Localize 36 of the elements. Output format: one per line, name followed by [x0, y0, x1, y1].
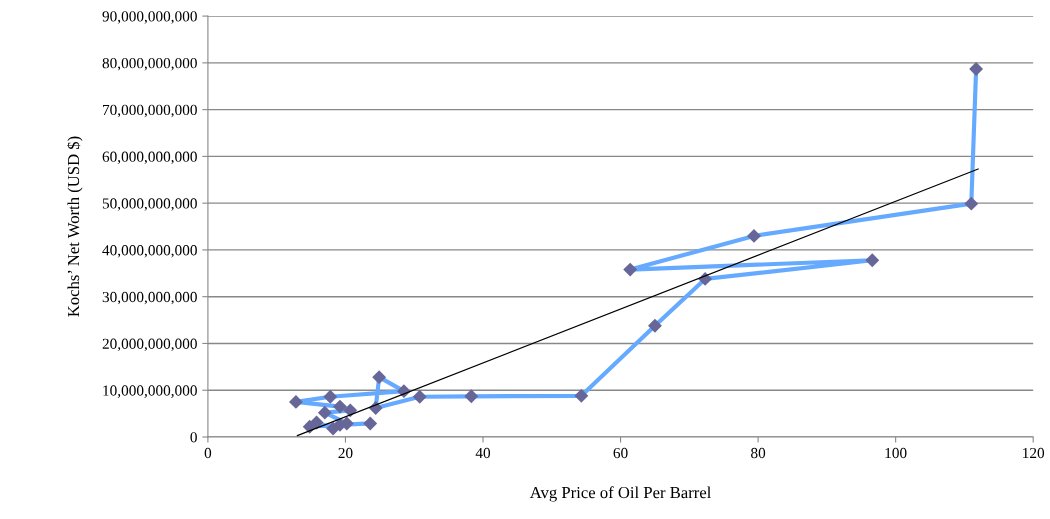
x-tick-label: 60: [613, 447, 628, 459]
x-axis-title: Avg Price of Oil Per Barrel: [529, 486, 712, 502]
point: [326, 421, 341, 436]
point: [464, 389, 479, 404]
y-tick-label: 30,000,000,000: [102, 291, 197, 305]
x-tick-label: 80: [751, 447, 766, 459]
point: [372, 370, 387, 385]
y-tick-label: 0: [190, 432, 197, 443]
y-axis-title: Kochs’ Net Worth (USD $): [66, 136, 83, 317]
point: [623, 262, 638, 277]
point: [747, 228, 761, 243]
point: [288, 394, 303, 409]
y-tick-label: 50,000,000,000: [102, 198, 197, 211]
point: [323, 389, 338, 404]
y-tick-label: 20,000,000,000: [102, 338, 197, 352]
y-tick-label: 70,000,000,000: [103, 104, 197, 118]
x-tick-label: 0: [204, 447, 212, 459]
point: [363, 416, 378, 431]
point: [574, 388, 589, 403]
y-tick-label: 80,000,000,000: [102, 58, 197, 71]
y-tick-label: 40,000,000,000: [102, 245, 197, 258]
point: [333, 399, 347, 414]
point: [969, 61, 984, 76]
x-tick-label: 120: [1023, 447, 1045, 459]
point: [964, 196, 979, 211]
point: [317, 405, 332, 420]
point: [412, 389, 427, 404]
y-tick-label: 90,000,000,000: [102, 11, 197, 24]
point: [309, 415, 324, 430]
point: [647, 318, 662, 333]
x-tick-label: 40: [475, 447, 491, 459]
y-tick-label: 60,000,000,000: [102, 151, 197, 165]
y-tick-label: 10,000,000,000: [103, 385, 197, 398]
x-tick-label: 20: [338, 447, 353, 459]
point: [865, 253, 880, 268]
x-tick-label: 100: [885, 447, 907, 459]
